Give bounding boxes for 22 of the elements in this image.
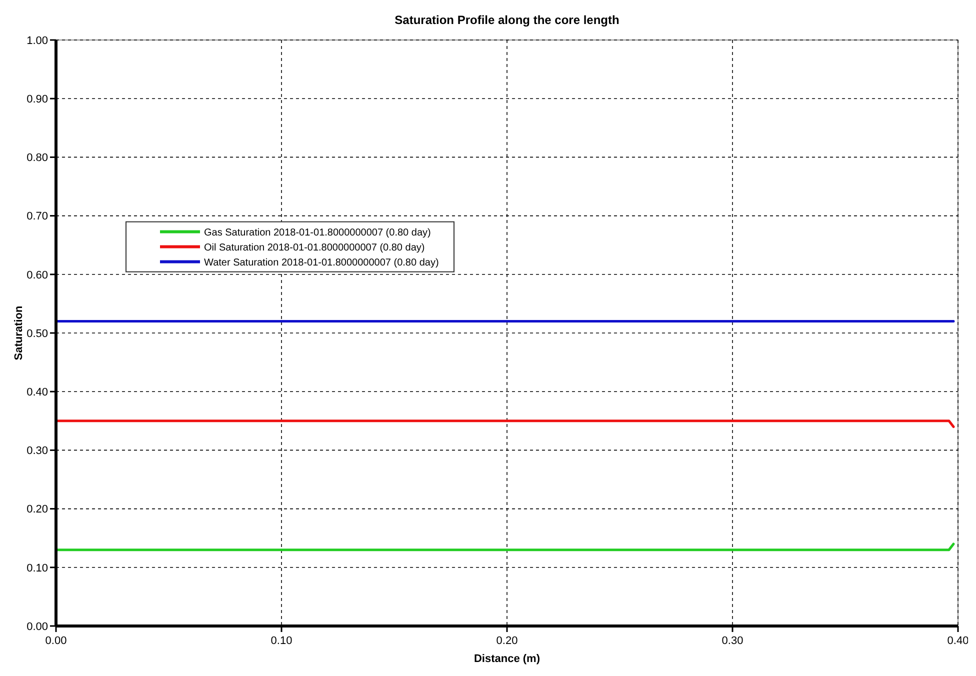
chart-title: Saturation Profile along the core length — [394, 13, 620, 27]
y-tick-label: 1.00 — [26, 34, 48, 47]
x-tick-label: 0.10 — [270, 635, 292, 647]
y-tick-label: 0.60 — [26, 269, 48, 282]
legend-label: Water Saturation 2018-01-01.8000000007 (0.80 day) — [204, 257, 439, 268]
x-tick-label: 0.20 — [496, 635, 518, 647]
legend-label: Gas Saturation 2018-01-01.8000000007 (0.80 day) — [204, 227, 431, 238]
y-tick-label: 0.30 — [26, 445, 48, 458]
legend-label: Oil Saturation 2018-01-01.8000000007 (0.80 day) — [204, 242, 425, 254]
y-axis-title: Saturation — [13, 306, 25, 360]
x-axis-title: Distance (m) — [474, 653, 540, 665]
y-tick-label: 0.10 — [26, 562, 48, 574]
y-tick-label: 0.50 — [26, 328, 48, 340]
x-tick-label: 0.00 — [45, 635, 67, 647]
y-tick-label: 0.70 — [26, 210, 48, 223]
y-tick-label: 0.00 — [26, 620, 48, 633]
y-tick-label: 0.40 — [26, 386, 48, 398]
x-tick-label: 0.30 — [722, 635, 744, 647]
y-tick-label: 0.20 — [26, 504, 48, 516]
y-tick-label: 0.90 — [26, 93, 48, 106]
x-tick-label: 0.40 — [947, 635, 969, 647]
y-tick-label: 0.80 — [26, 152, 48, 164]
